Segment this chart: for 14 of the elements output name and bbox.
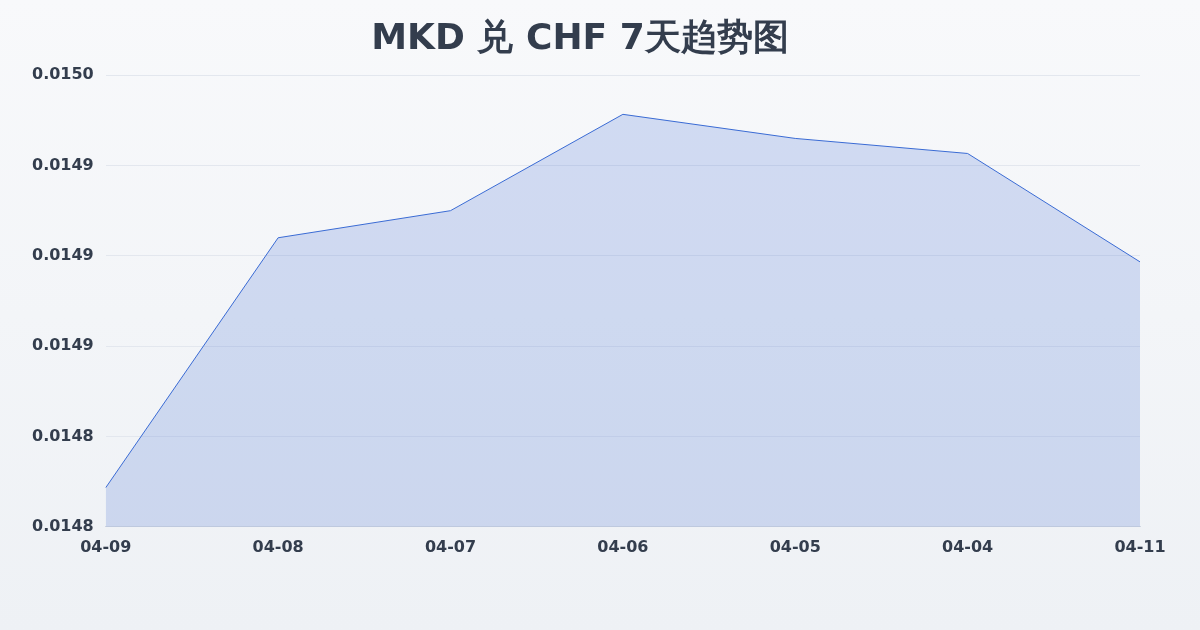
x-tick-label: 04-09	[80, 536, 132, 556]
y-tick-label: 0.0150	[31, 64, 94, 84]
y-tick-label: 0.0148	[31, 425, 94, 445]
x-tick-label: 04-06	[597, 536, 649, 556]
x-tick-label: 04-04	[942, 536, 994, 556]
y-tick-label: 0.0149	[31, 245, 94, 264]
chart-title: MKD 兑 CHF 7天趋势图	[371, 15, 789, 57]
y-tick-label: 0.0149	[31, 154, 94, 174]
y-tick-label: 0.0148	[31, 515, 94, 535]
x-tick-label: 04-07	[424, 536, 477, 556]
x-tick-label: 04-05	[769, 536, 821, 556]
x-tick-label: 04-11	[1114, 536, 1166, 556]
x-tick-label: 04-08	[252, 536, 304, 556]
y-tick-label: 0.0149	[31, 335, 94, 355]
